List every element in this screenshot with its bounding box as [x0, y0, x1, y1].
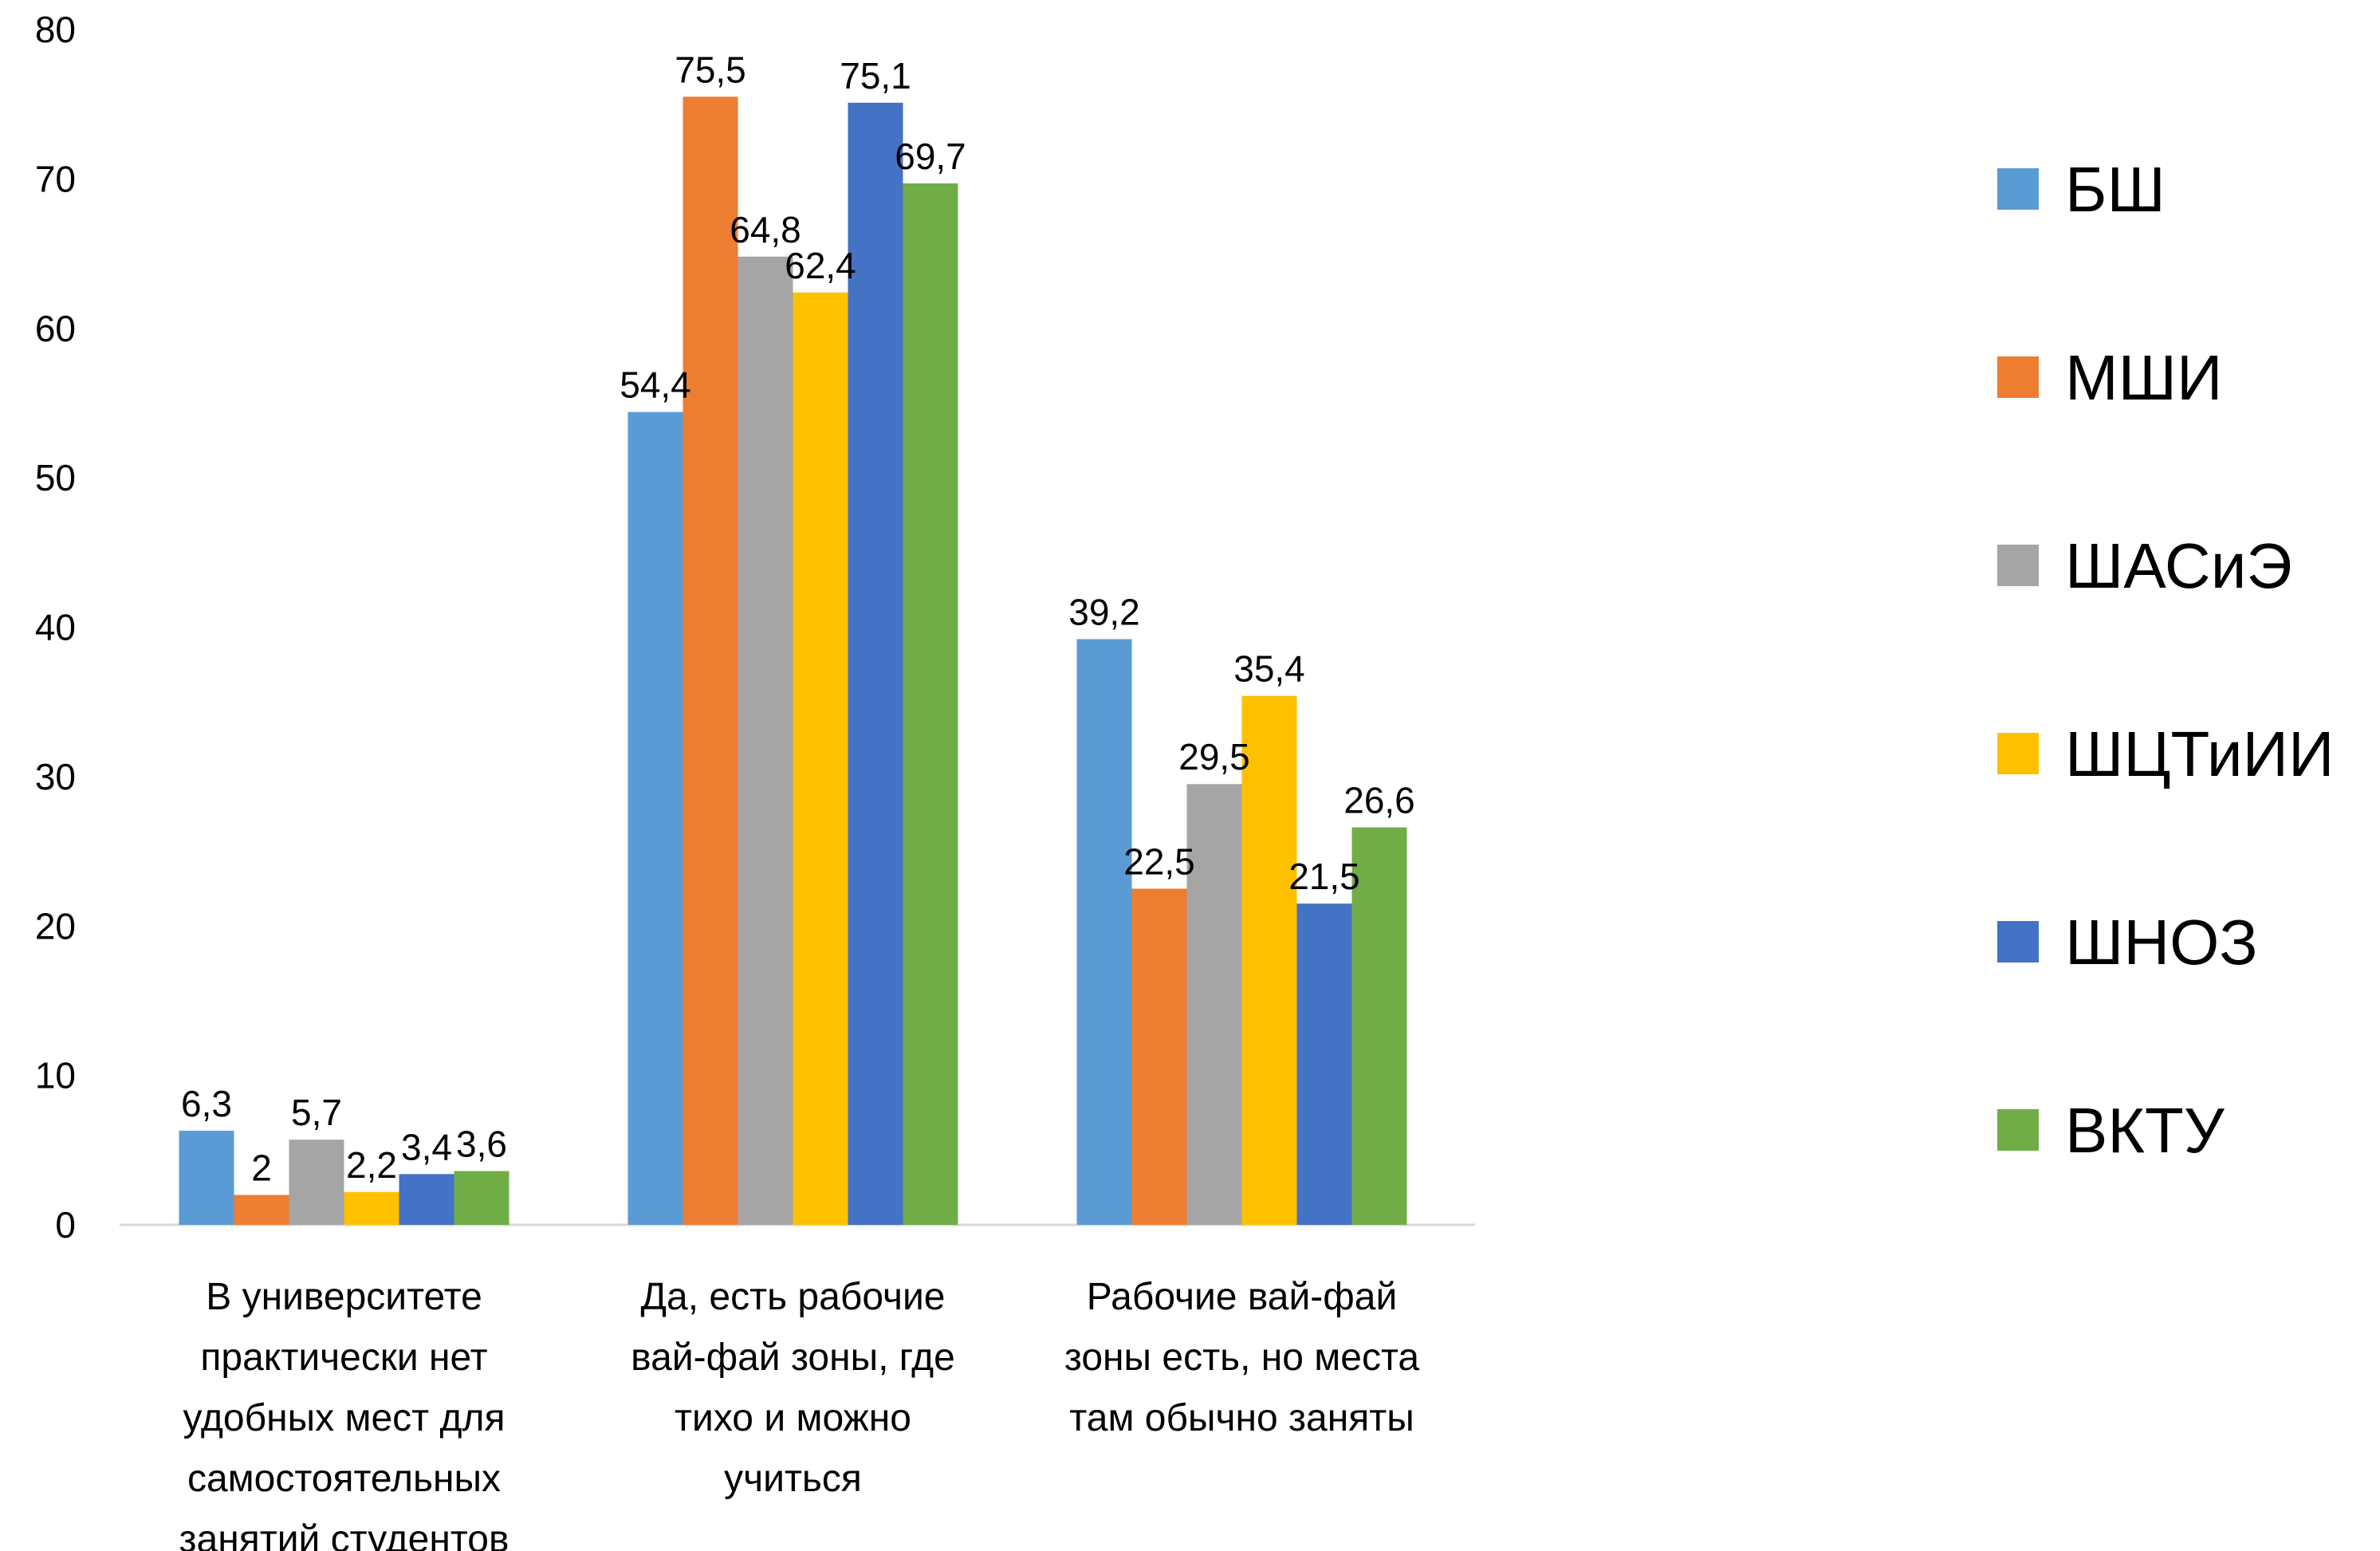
y-tick-label: 60 [35, 308, 76, 349]
y-axis: 0 10 20 30 40 50 60 70 80 [35, 9, 76, 1246]
legend-label: МШИ [2065, 342, 2222, 413]
bar [1186, 784, 1242, 1225]
bar [454, 1171, 509, 1225]
bar [399, 1174, 454, 1225]
category-label: Рабочие вай-фай [1087, 1276, 1398, 1318]
legend-label: ШЦТиИИ [2065, 718, 2335, 789]
data-label: 2,2 [346, 1144, 397, 1186]
bar [179, 1130, 234, 1225]
y-tick-label: 20 [35, 905, 76, 947]
bar [627, 411, 683, 1225]
category-label: В университете [206, 1276, 482, 1318]
data-label: 75,5 [675, 49, 746, 90]
category-label: практически нет [200, 1336, 487, 1379]
data-label: 35,4 [1233, 648, 1305, 690]
data-label: 5,7 [291, 1092, 342, 1133]
category-label: зоны есть, но места [1064, 1336, 1420, 1379]
category-labels: В университете практически нет удобных мес… [179, 1276, 1420, 1551]
data-label: 3,4 [401, 1126, 452, 1167]
category-label: занятий студентов [179, 1518, 509, 1551]
bar [683, 96, 738, 1226]
y-tick-label: 0 [55, 1204, 76, 1246]
category-label: удобных мест для [183, 1397, 506, 1439]
y-tick-label: 80 [35, 9, 76, 50]
legend-swatch [1997, 356, 2039, 398]
bar [344, 1191, 399, 1225]
bar [1076, 639, 1132, 1225]
y-tick-label: 30 [35, 756, 76, 797]
data-label: 39,2 [1068, 591, 1140, 632]
data-labels: 6,3 2 5,72,2 3,4 3,6 54,4 75,5 64,862,4 75,1 69,7… [181, 49, 1415, 1188]
legend-swatch [1997, 921, 2039, 962]
bar [1351, 827, 1407, 1225]
data-label: 64,8 [730, 209, 801, 250]
legend-swatch [1997, 733, 2039, 774]
category-label: там обычно заняты [1069, 1397, 1414, 1439]
data-label: 6,3 [181, 1083, 232, 1124]
category-label: Да, есть рабочие [641, 1276, 946, 1318]
bar [1296, 903, 1352, 1225]
y-tick-label: 70 [35, 158, 76, 199]
legend-label: ШАСиЭ [2065, 530, 2292, 601]
legend-label: БШ [2065, 154, 2166, 225]
legend-swatch [1997, 545, 2039, 586]
data-label: 54,4 [620, 364, 691, 406]
y-tick-label: 40 [35, 607, 76, 648]
data-label: 29,5 [1178, 736, 1250, 777]
data-label: 21,5 [1288, 856, 1360, 897]
category-label: учиться [724, 1458, 862, 1500]
data-label: 3,6 [456, 1124, 507, 1165]
bar [1241, 695, 1297, 1225]
legend: БШ МШИ ШАСиЭ ШЦТиИИ ШНОЗ ВКТУ [1997, 154, 2335, 1166]
category-label: тихо и можно [675, 1397, 911, 1439]
bar [793, 292, 848, 1225]
data-label: 62,4 [785, 245, 856, 286]
bar [289, 1140, 344, 1225]
bars [179, 96, 1407, 1226]
legend-label: ВКТУ [2065, 1095, 2225, 1166]
bar [234, 1195, 289, 1225]
data-label: 2 [251, 1148, 272, 1189]
category-label: самостоятельных [187, 1458, 501, 1500]
bar [1131, 888, 1187, 1225]
data-label: 75,1 [840, 55, 911, 96]
y-tick-label: 10 [35, 1055, 76, 1096]
bar [738, 256, 793, 1225]
legend-label: ШНОЗ [2065, 907, 2258, 978]
bar [903, 183, 958, 1226]
legend-swatch [1997, 1109, 2039, 1151]
category-label: вай-фай зоны, где [631, 1336, 955, 1379]
bar [848, 102, 903, 1226]
data-label: 26,6 [1343, 780, 1415, 821]
y-tick-label: 50 [35, 457, 76, 498]
data-label: 69,7 [895, 136, 966, 177]
legend-swatch [1997, 168, 2039, 210]
data-label: 22,5 [1123, 840, 1195, 882]
